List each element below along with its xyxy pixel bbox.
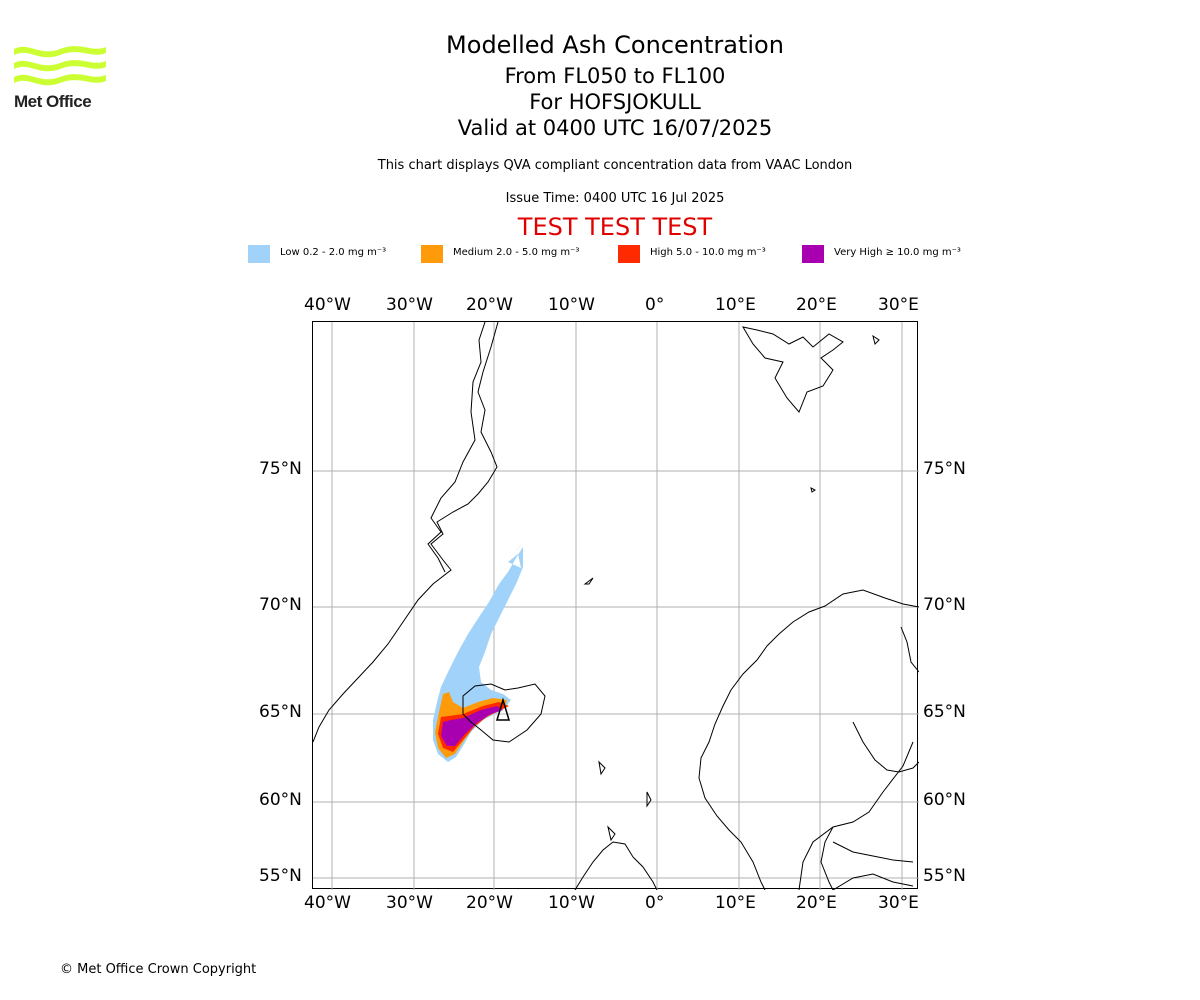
lon-label-bottom: 30°E [878,893,919,913]
scandinavia-coast [698,589,919,890]
iceland-coast [462,683,546,743]
lat-label-right: 70°N [923,595,966,615]
chart-title: Modelled Ash Concentration [446,31,784,59]
lon-label-top: 30°W [386,295,433,315]
svalbard-small [872,334,880,345]
legend-label-low: Low 0.2 - 2.0 mg m⁻³ [280,247,387,258]
legend-swatch-high [618,245,640,263]
ash-very-high [441,706,503,746]
lon-label-top: 40°W [304,295,351,315]
lat-label-left: 70°N [259,595,302,615]
met-office-logo-icon [14,46,106,86]
lat-label-left: 75°N [259,459,302,479]
coastlines [313,322,919,890]
bear-island [810,487,816,493]
legend-swatch-low [248,245,270,263]
volcano-name: For HOFSJOKULL [529,90,701,114]
map-canvas [313,322,919,890]
lon-label-bottom: 20°W [466,893,513,913]
lon-label-bottom: 30°W [386,893,433,913]
lon-label-top: 30°E [878,295,919,315]
legend-label-high: High 5.0 - 10.0 mg m⁻³ [650,247,766,258]
baltic-coast [832,721,919,890]
faroe-islands [598,760,606,776]
logo-text: Met Office [14,92,92,111]
ash-low-north [515,540,525,552]
scotland-coast [574,825,658,890]
legend-label-very-high: Very High ≥ 10.0 mg m⁻³ [834,247,961,258]
legend-swatch-very-high [802,245,824,263]
shetland [646,791,652,808]
copyright: © Met Office Crown Copyright [60,962,257,977]
issue-time: Issue Time: 0400 UTC 16 Jul 2025 [505,191,725,206]
lat-label-right: 60°N [923,790,966,810]
lat-label-left: 65°N [259,702,302,722]
compliance-note: This chart displays QVA compliant concen… [377,158,853,173]
lat-label-left: 60°N [259,790,302,810]
lat-label-right: 65°N [923,702,966,722]
lon-label-bottom: 20°E [796,893,837,913]
lon-label-top: 20°W [466,295,513,315]
lon-label-top: 20°E [796,295,837,315]
lat-label-left: 55°N [259,866,302,886]
lon-label-bottom: 40°W [304,893,351,913]
lat-label-right: 55°N [923,866,966,886]
lon-label-bottom: 10°E [715,893,756,913]
jan-mayen [583,577,594,585]
graticule [313,322,919,890]
lon-label-top: 10°E [715,295,756,315]
test-banner: TEST TEST TEST [517,213,713,241]
lon-label-bottom: 0° [645,893,665,913]
legend-swatch-medium [421,245,443,263]
valid-time: Valid at 0400 UTC 16/07/2025 [457,116,773,140]
legend-label-medium: Medium 2.0 - 5.0 mg m⁻³ [453,247,580,258]
greenland-coast [313,322,499,743]
lon-label-top: 0° [645,295,665,315]
svalbard-coast [741,326,844,413]
ash-map [312,321,919,890]
lon-label-bottom: 10°W [548,893,595,913]
lat-label-right: 75°N [923,459,966,479]
volcano-marker-icon [495,697,511,721]
lon-label-top: 10°W [548,295,595,315]
legend: Low 0.2 - 2.0 mg m⁻³ Medium 2.0 - 5.0 mg… [0,245,1200,265]
flight-levels: From FL050 to FL100 [504,64,726,88]
